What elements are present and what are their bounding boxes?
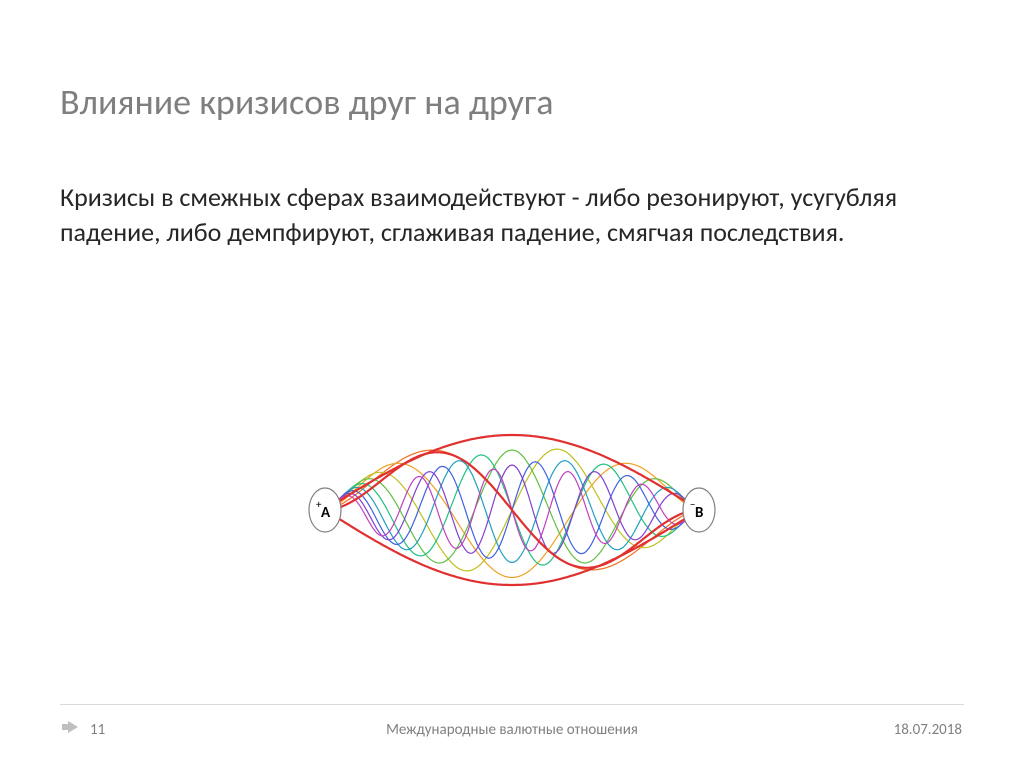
svg-text:A: A [321,504,331,522]
footer: 11 Международные валютные отношения 18.0… [0,713,1024,739]
slide-body: Кризисы в смежных сферах взаимодействуют… [60,180,964,250]
svg-text:B: B [695,504,703,522]
slide-title: Влияние кризисов друг на друга [60,80,553,124]
wave-diagram: +A−B [297,420,727,605]
footer-divider [60,704,964,705]
footer-center: Международные валютные отношения [0,721,1024,739]
footer-date: 18.07.2018 [894,721,962,739]
slide: Влияние кризисов друг на друга Кризисы в… [0,0,1024,767]
